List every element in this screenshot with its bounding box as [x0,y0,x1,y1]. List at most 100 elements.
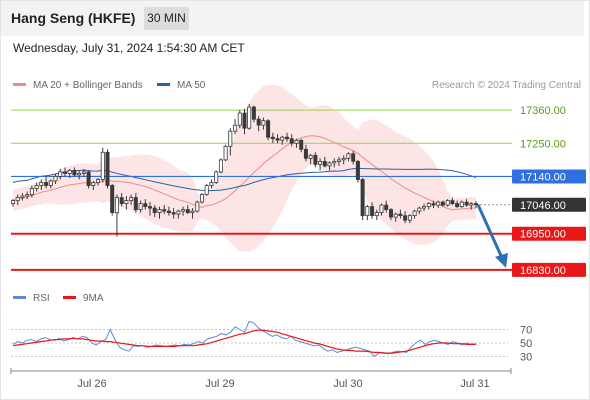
bollinger-band [13,84,476,252]
candle-body [379,204,384,214]
candle-body [374,212,379,217]
candle-body [308,154,313,159]
candle-body [275,138,280,141]
candle-body [436,201,441,206]
legend-9ma: 9MA [63,293,104,304]
candle-body [322,160,327,167]
candle-body [152,207,157,214]
price-label-box [512,169,586,184]
candle-body [407,215,412,221]
candle-body [124,200,129,205]
candle-body [114,197,119,214]
price-label-box [512,226,586,241]
legend-swatch-bollinger [13,82,26,86]
candle-body [96,179,101,183]
candle-body [469,203,474,206]
price-label: 17046.00 [520,200,566,212]
timestamp: Wednesday, July 31, 2024 1:54:30 AM CET [13,41,245,55]
candle-body [105,151,110,186]
candle-body [214,171,219,183]
candle-body [63,171,68,174]
rsi-line [12,320,477,358]
candle-body [346,153,351,159]
candle-body [147,206,152,209]
candle-body [412,210,417,217]
candle-body [299,139,304,150]
candle-body [393,213,398,218]
candle-body [242,112,247,129]
price-label-box [512,197,586,212]
candle-body [384,204,389,211]
candle-body [370,206,375,217]
x-tick-label: Jul 26 [77,378,106,390]
candle-body [445,200,450,206]
candle-body [91,182,96,186]
candle-body [181,209,186,212]
candle-body [247,106,252,129]
legend-label-9ma: 9MA [83,293,104,304]
candle-body [53,175,58,182]
candle-body [261,120,266,126]
rsi-tick-label: 30 [520,352,532,364]
candle-body [39,182,44,186]
candle-body [223,145,228,161]
legend-ma50: MA 50 [157,80,205,91]
candle-body [294,139,299,144]
candle-body [365,206,370,217]
candle-body [29,188,34,195]
interval-button[interactable]: 30 MIN [144,7,189,30]
legend-label-ma50: MA 50 [177,80,206,91]
candle-body [289,138,294,144]
candle-body [119,197,124,205]
legend-rsi: RSI [13,293,50,304]
legend-swatch-9ma [63,295,76,299]
candle-body [336,159,341,162]
candle-body [133,197,138,211]
candle-body [67,169,72,174]
candle-body [459,201,464,208]
candle-body [190,210,195,214]
price-label: 17140.00 [520,171,566,183]
candle-body [176,210,181,215]
candle-body [388,209,393,218]
candle-body [360,179,365,217]
candle-body [450,200,455,205]
candle-body [332,160,337,164]
forecast-arrow-shaft [476,204,504,259]
candle-body [228,130,233,147]
candle-body [218,159,223,173]
x-tick-label: Jul 30 [333,378,362,390]
candle-body [431,203,436,206]
candle-body [195,201,200,212]
price-label: 17360.00 [520,105,566,117]
rsi-ma-line [12,329,476,354]
candle-body [157,209,162,214]
candle-body [58,171,63,177]
candle-body [166,210,171,214]
candle-body [351,153,356,162]
candle-body [266,120,271,138]
legend-bollinger: MA 20 + Bollinger Bands [13,80,143,91]
candle-body [327,162,332,167]
candle-body [48,180,53,186]
candle-body [72,169,77,176]
rsi-tick-label: 70 [520,325,532,337]
candle-body [270,136,275,140]
candle-body [15,197,20,202]
candle-body [421,206,426,209]
price-label: 16950.00 [520,229,566,241]
candle-body [20,195,25,198]
candle-body [77,172,82,176]
candle-body [251,106,256,120]
legend-swatch-rsi [13,295,26,299]
forecast-arrowhead [495,252,508,268]
candle-body [204,185,209,195]
price-label: 16830.00 [520,265,566,277]
candle-body [455,203,460,208]
candle-body [233,124,238,132]
candle-body [162,209,167,212]
candle-body [398,213,403,217]
candle-body [110,185,115,214]
candle-body [100,151,105,180]
